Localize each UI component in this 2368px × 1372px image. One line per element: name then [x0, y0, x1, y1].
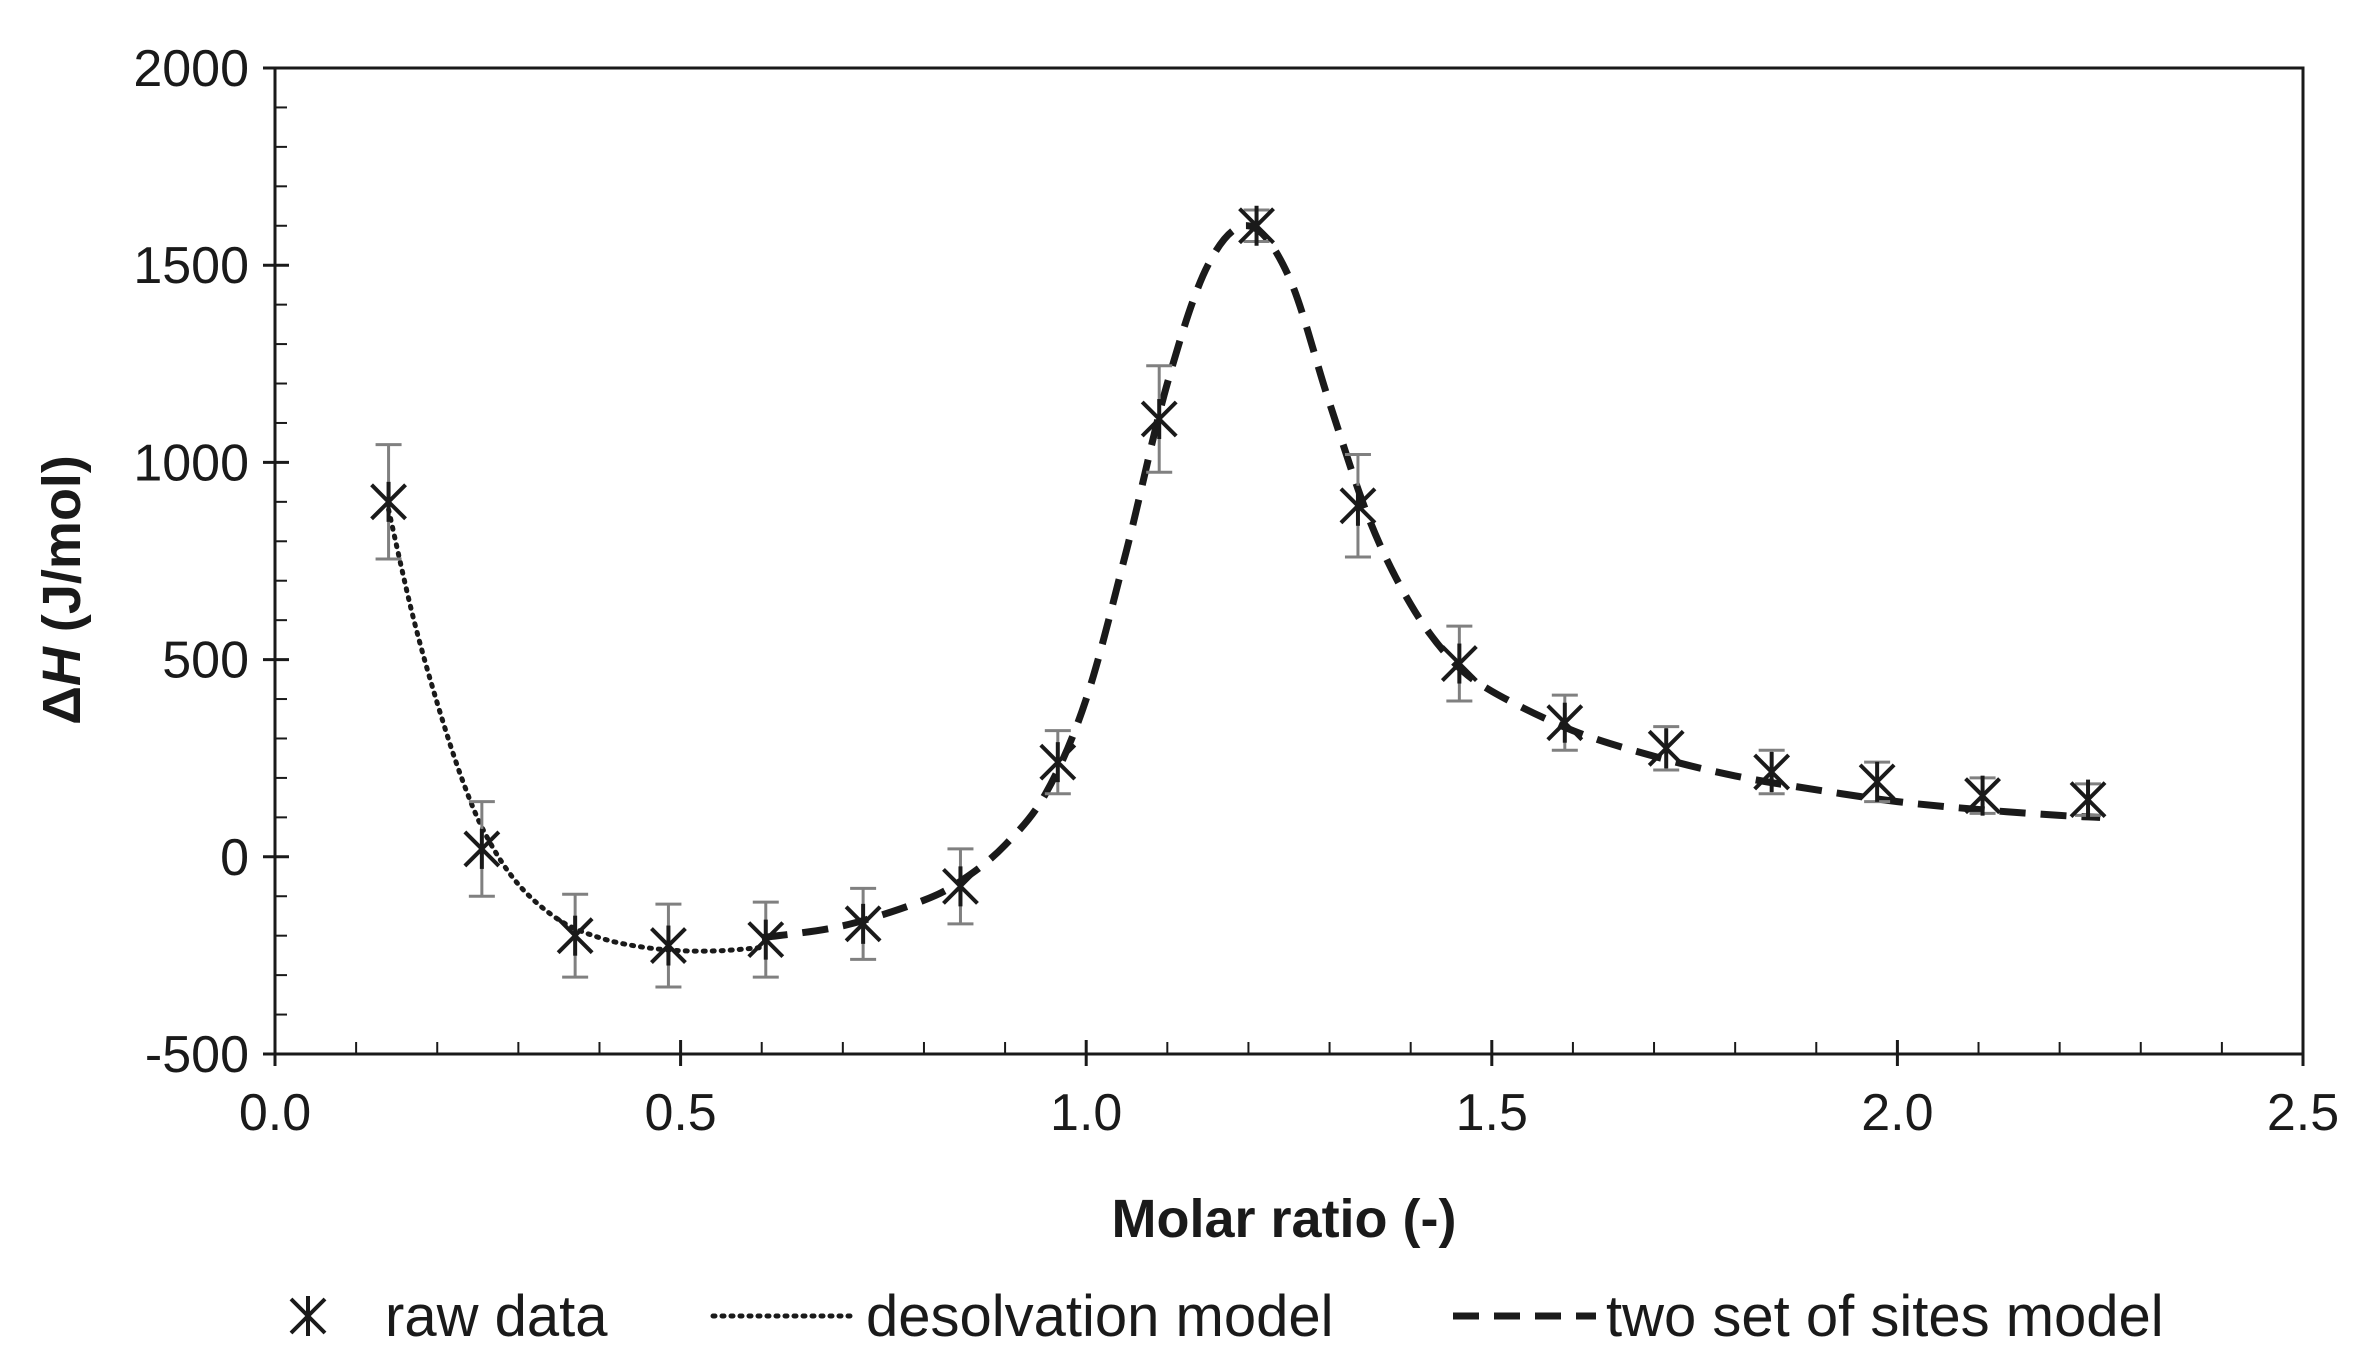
data-markers	[370, 205, 2107, 966]
data-point	[1647, 728, 1685, 769]
data-point	[463, 828, 501, 869]
x-tick-label: 1.5	[1456, 1084, 1528, 1142]
y-axis-title-unit: (J/mol)	[32, 455, 92, 647]
data-point	[370, 481, 407, 522]
data-point	[1858, 761, 1896, 802]
y-axis-title-variable: H	[32, 646, 92, 686]
two-set-of-sites-model-line	[761, 222, 2101, 942]
data-point	[942, 866, 979, 907]
desolvation-model-line	[386, 507, 765, 954]
y-tick-label: 1500	[133, 237, 249, 295]
y-tick-label: -500	[145, 1026, 249, 1084]
data-point	[650, 925, 687, 966]
y-axis-ticks: -500 0 500 1000 1500 2000	[133, 40, 289, 1084]
y-tick-label: 500	[162, 632, 249, 690]
legend-marker-raw-data	[289, 1296, 327, 1336]
y-tick-label: 2000	[133, 40, 249, 98]
plot-frame	[273, 66, 2305, 1056]
legend-label-raw-data: raw data	[385, 1284, 608, 1349]
legend-label-two-set-of-sites-model: two set of sites model	[1606, 1284, 2164, 1349]
x-tick-label: 0.0	[239, 1084, 311, 1142]
x-tick-label: 0.5	[644, 1084, 716, 1142]
data-point	[844, 903, 882, 944]
y-axis-title: ΔH (J/mol)	[32, 455, 92, 725]
legend: raw data desolvation model two set of si…	[289, 1284, 2164, 1349]
x-tick-label: 1.0	[1050, 1084, 1122, 1142]
x-axis-ticks: 0.0 0.5 1.0 1.5 2.0 2.5	[239, 1040, 2339, 1142]
data-point	[2069, 779, 2107, 820]
legend-label-desolvation-model: desolvation model	[866, 1284, 1334, 1349]
model-lines	[386, 222, 2101, 954]
x-axis-title: Molar ratio (-)	[1112, 1189, 1457, 1249]
x-tick-label: 2.5	[2267, 1084, 2339, 1142]
data-point	[1238, 205, 1275, 246]
y-axis-title-delta: Δ	[32, 686, 92, 725]
data-point	[747, 919, 785, 960]
data-point	[1140, 399, 1178, 440]
y-tick-label: 0	[220, 829, 249, 887]
y-tick-label: 1000	[133, 434, 249, 492]
data-point	[556, 915, 594, 956]
data-point	[1546, 702, 1584, 743]
data-point	[1039, 742, 1077, 783]
data-point	[1964, 775, 2001, 816]
data-point	[1440, 643, 1478, 684]
data-point	[1339, 485, 1377, 526]
data-point	[1753, 752, 1791, 793]
x-tick-label: 2.0	[1861, 1084, 1933, 1142]
plot-border	[273, 66, 2305, 1056]
